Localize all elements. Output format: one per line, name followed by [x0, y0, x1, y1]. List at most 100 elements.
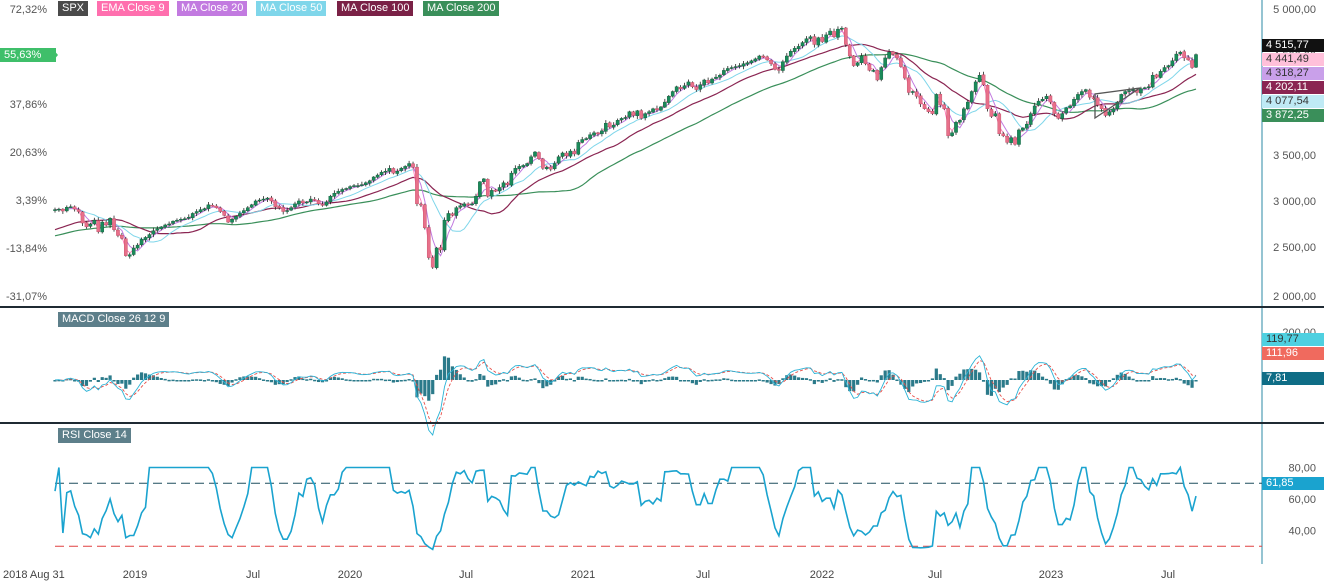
macd-histogram-bar [1048, 380, 1053, 384]
candle-down [572, 151, 577, 155]
macd-histogram-bar [1170, 378, 1174, 381]
candle-up [1064, 107, 1068, 114]
macd-histogram-bar [745, 380, 750, 382]
candle-down [277, 206, 282, 208]
macd-histogram-bar [781, 378, 785, 380]
candle-up [686, 81, 691, 86]
macd-histogram-bar [210, 380, 214, 382]
candle-up [171, 220, 175, 224]
price-pane[interactable] [53, 26, 1198, 270]
candle-down [607, 122, 612, 128]
macd-legend[interactable]: MACD Close 26 12 9 [58, 312, 170, 327]
macd-histogram-bar [309, 378, 313, 381]
macd-histogram-bar [151, 375, 155, 380]
candle-up [698, 84, 703, 90]
candle-down [112, 218, 116, 230]
macd-histogram-bar [419, 380, 423, 394]
candle-up [458, 205, 463, 208]
rsi-axis-tick: 60,00 [1288, 494, 1316, 506]
candle-up [135, 244, 140, 249]
candle-up [714, 76, 718, 79]
time-axis-tick: 2023 [1039, 569, 1063, 581]
candle-down [1013, 137, 1017, 145]
candle-up [206, 204, 211, 209]
macd-histogram-bar [238, 377, 242, 380]
macd-histogram-bar [922, 380, 927, 382]
macd-pane[interactable]: 200,00 [53, 327, 1316, 436]
rsi-pane[interactable]: 80,00 60,00 40,00 [54, 463, 1316, 551]
macd-histogram-bar [694, 380, 698, 385]
pane-separator-price-macd[interactable] [0, 306, 1324, 308]
candle-down [1048, 95, 1053, 103]
macd-histogram-bar [808, 379, 813, 381]
macd-histogram-bar [179, 380, 183, 382]
macd-histogram-bar [1103, 380, 1108, 387]
candle-up [127, 254, 132, 257]
candle-up [1162, 67, 1167, 72]
macd-histogram-bar [761, 380, 765, 382]
candle-down [895, 54, 899, 59]
candle-down [411, 163, 415, 168]
candle-up [934, 94, 939, 115]
candle-down [765, 56, 769, 61]
candle-down [769, 60, 773, 64]
legend-ma-close-50[interactable]: MA Close 50 [256, 1, 327, 16]
candle-up [285, 210, 289, 212]
candle-up [147, 234, 152, 239]
candle-up [517, 166, 522, 169]
candle-up [261, 198, 266, 201]
macd-histogram-bar [155, 376, 159, 380]
candle-up [859, 55, 864, 64]
legend-ma-close-20[interactable]: MA Close 20 [177, 1, 248, 16]
legend-ema-close-9[interactable]: EMA Close 9 [97, 1, 169, 16]
macd-histogram-bar [407, 379, 411, 381]
macd-histogram-bar [356, 380, 360, 382]
macd-histogram-bar [1037, 373, 1041, 380]
macd-histogram-bar [588, 378, 592, 381]
macd-histogram-bar [218, 380, 222, 384]
candle-up [792, 48, 797, 52]
candle-up [497, 187, 502, 192]
macd-histogram-bar [785, 375, 789, 380]
macd-histogram-bar [954, 376, 958, 380]
macd-histogram-bar [250, 376, 254, 380]
candle-up [785, 55, 789, 63]
macd-histogram-bar [619, 379, 624, 382]
candle-up [627, 111, 632, 118]
macd-histogram-bar [934, 368, 938, 380]
macd-histogram-bar [513, 375, 517, 380]
macd-histogram-bar [450, 366, 454, 380]
macd-histogram-bar [206, 379, 211, 381]
candle-up [600, 130, 604, 135]
candle-up [611, 124, 616, 128]
candle-down [1190, 60, 1194, 68]
candle-up [474, 195, 478, 204]
macd-histogram-bar [427, 380, 431, 401]
pane-separator-macd-rsi[interactable] [0, 422, 1324, 424]
percent-axis-tick: -31,07% [6, 291, 47, 303]
legend-spx[interactable]: SPX [58, 1, 89, 16]
macd-histogram-bar [553, 380, 557, 382]
candle-up [1068, 105, 1072, 108]
macd-histogram-bar [647, 380, 651, 382]
candle-up [729, 67, 734, 69]
candle-down [415, 166, 419, 205]
macd-histogram-bar [458, 374, 462, 380]
macd-histogram-bar [1147, 380, 1151, 382]
macd-histogram-bar [297, 376, 301, 380]
candle-down [466, 203, 470, 206]
legend-ma-close-100[interactable]: MA Close 100 [337, 1, 414, 16]
candle-down [124, 238, 128, 256]
macd-histogram-bar [1190, 380, 1194, 388]
macd-histogram-bar [1076, 375, 1080, 380]
macd-histogram-bar [364, 380, 368, 382]
candle-down [867, 63, 872, 71]
legend-ma-close-200[interactable]: MA Close 200 [423, 1, 500, 16]
macd-histogram-bar [714, 379, 718, 381]
candle-up [57, 208, 61, 211]
candle-down [505, 183, 510, 185]
rsi-legend[interactable]: RSI Close 14 [58, 428, 131, 443]
candle-up [186, 217, 191, 219]
